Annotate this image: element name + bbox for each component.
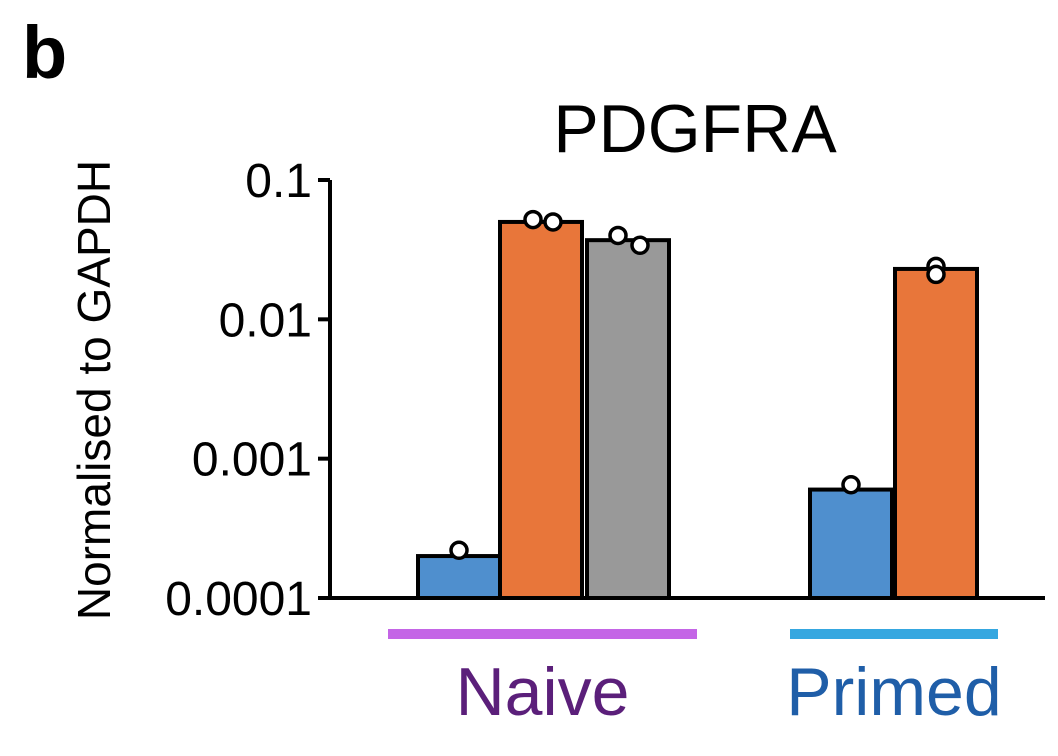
y-ticks: 0.1 0.01 0.001 0.0001: [165, 155, 330, 626]
group-label: Naive: [456, 654, 630, 730]
data-point: [523, 209, 543, 230]
data-point: [926, 264, 946, 285]
bar: [808, 487, 894, 601]
panel-label: b: [22, 11, 67, 94]
data-point: [630, 235, 650, 256]
y-tick-label: 0.1: [245, 155, 312, 208]
y-tick-label: 0.0001: [165, 573, 312, 626]
group-bar: [790, 629, 998, 639]
group-bar: [388, 629, 697, 639]
chart-title: PDGFRA: [553, 91, 837, 167]
group-label: Primed: [786, 654, 1001, 730]
data-point: [608, 225, 628, 246]
y-tick-label: 0.01: [219, 294, 312, 347]
data-point: [449, 540, 469, 561]
bars: [416, 219, 979, 601]
y-tick-label: 0.001: [192, 434, 312, 487]
bar: [498, 219, 584, 600]
bar: [585, 238, 671, 601]
bar: [416, 554, 502, 600]
data-point: [543, 212, 563, 232]
y-axis-label: Normalised to GAPDH: [68, 160, 120, 620]
data-point: [841, 474, 861, 495]
bar: [893, 266, 979, 600]
group-labels: Naive Primed: [388, 629, 1002, 730]
data-points: [449, 209, 946, 561]
